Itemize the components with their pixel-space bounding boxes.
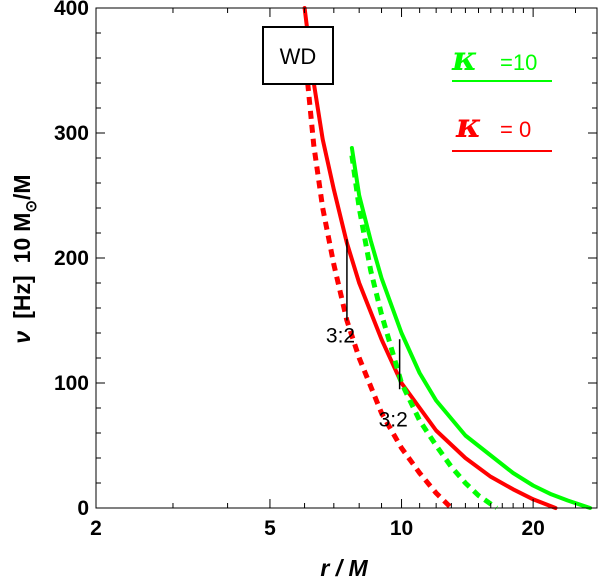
series-line-2	[349, 146, 593, 510]
x-tick-label: 20	[521, 517, 544, 540]
y-tick-label: 200	[54, 247, 89, 270]
wd-box	[262, 26, 334, 85]
series-line-1	[305, 82, 454, 510]
y-axis-title-per-m: /M	[9, 174, 35, 200]
x-axis-title-text: r / M	[320, 555, 368, 581]
y-axis-title-ten: 10	[9, 238, 35, 264]
legend-kappa-0-symbol: κ	[455, 106, 481, 146]
y-tick-label: 0	[77, 497, 89, 520]
y-tick-label: 300	[54, 122, 89, 145]
y-axis-title-hz: [Hz]	[9, 275, 35, 318]
axis-ticks: 0 100 200 300 400 2 5 10 20	[54, 0, 597, 540]
plot-curves	[302, 6, 593, 511]
y-tick-label: 100	[54, 372, 89, 395]
x-tick-label: 2	[90, 517, 102, 540]
legend: κ =10 κ = 0	[451, 39, 552, 152]
x-tick-label: 5	[264, 517, 276, 540]
x-axis-title: r / M	[320, 555, 368, 581]
legend-kappa-10-symbol: κ	[451, 39, 477, 79]
legend-kappa-0-value: = 0	[500, 117, 531, 142]
legend-kappa-10-value: =10	[500, 50, 537, 75]
x-tick-label: 10	[390, 517, 413, 540]
y-tick-label: 400	[54, 0, 89, 20]
resonance-label-0: 3:2	[326, 325, 355, 348]
y-axis-title-sun-symbol: ⊙	[23, 200, 40, 213]
resonance-label-1: 3:2	[379, 408, 408, 431]
y-axis-title: ν [Hz] 10 M⊙/M	[9, 174, 40, 343]
resonance-marks: 3:2 3:2	[326, 239, 408, 431]
series-line-3	[349, 155, 499, 511]
series-line-0	[302, 6, 558, 510]
wd-label: WD	[280, 44, 317, 69]
y-axis-title-nu: ν	[9, 331, 35, 344]
y-axis-title-msun: M	[9, 213, 35, 232]
